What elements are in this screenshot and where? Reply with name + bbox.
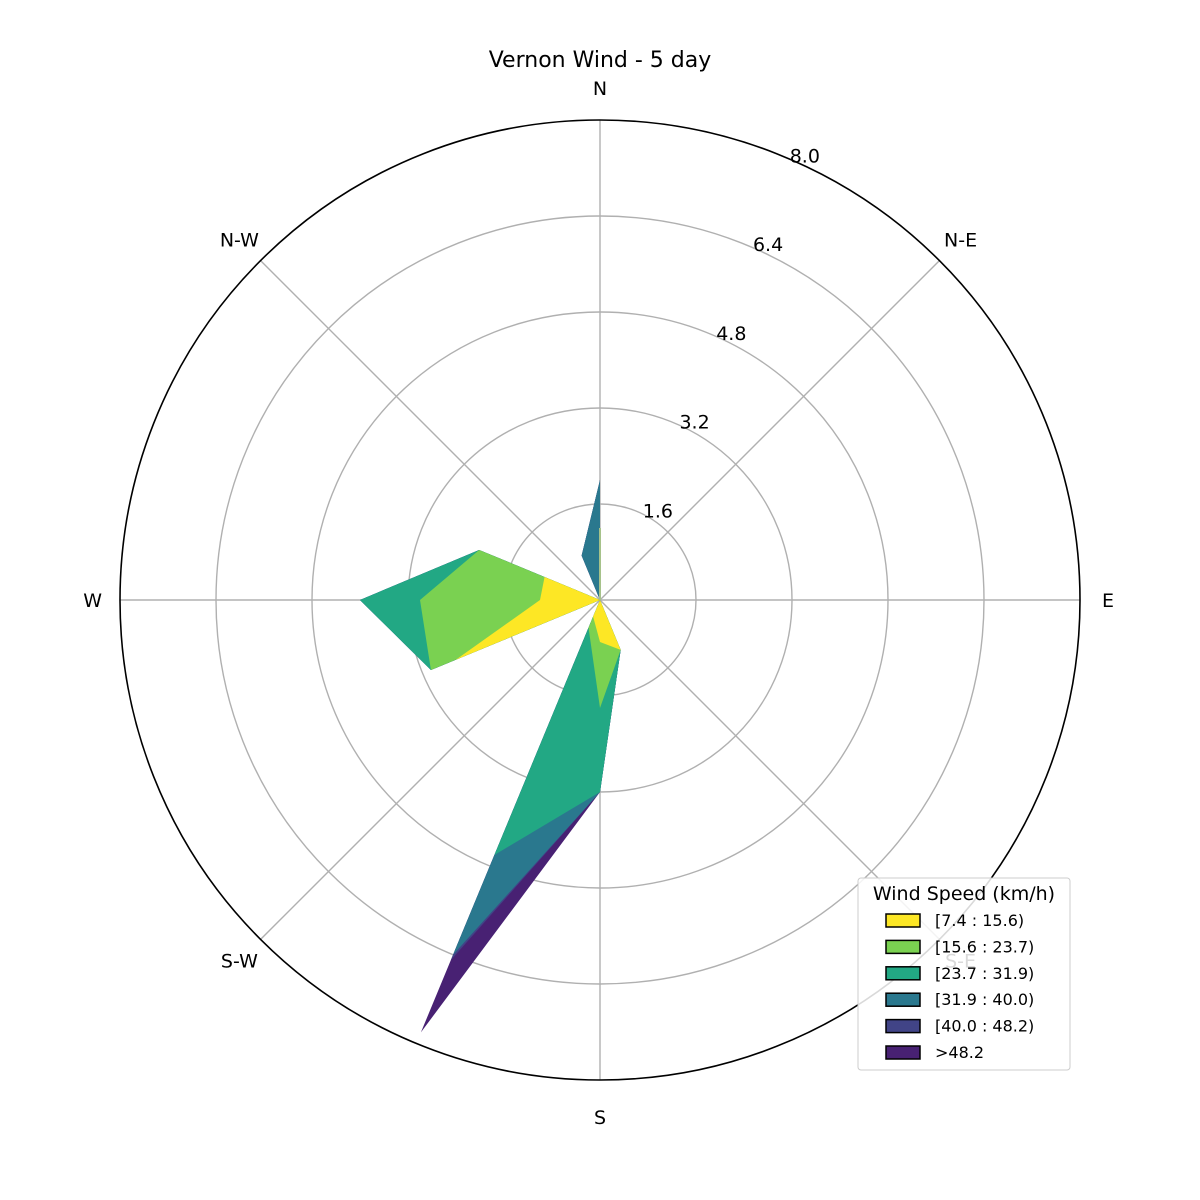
grid-spoke xyxy=(599,260,940,601)
direction-label-n: N xyxy=(593,78,607,100)
radial-tick-label: 4.8 xyxy=(716,323,746,345)
direction-label-e: E xyxy=(1102,590,1114,612)
direction-label-s-w: S-W xyxy=(221,951,258,973)
radial-tick-label: 1.6 xyxy=(643,500,673,522)
legend-title: Wind Speed (km/h) xyxy=(873,883,1055,905)
chart-title: Vernon Wind - 5 day xyxy=(489,48,712,73)
radial-tick-label: 8.0 xyxy=(790,146,820,168)
legend-swatch xyxy=(885,913,921,928)
outer-ring xyxy=(119,119,1081,1081)
direction-label-n-e: N-E xyxy=(944,229,977,251)
legend-label: [40.0 : 48.2) xyxy=(935,1017,1034,1036)
legend-label: [31.9 : 40.0) xyxy=(935,990,1034,1009)
legend-items: [7.4 : 15.6) [15.6 : 23.7) [23.7 : 31.9) [3… xyxy=(885,911,1034,1062)
legend: Wind Speed (km/h) [7.4 : 15.6) [15.6 : 23… xyxy=(857,877,1071,1071)
legend-swatch xyxy=(885,1045,921,1060)
legend-swatch xyxy=(885,992,921,1007)
legend-label: [15.6 : 23.7) xyxy=(935,937,1034,956)
petal-band-3 xyxy=(360,480,672,955)
legend-swatch xyxy=(885,1018,921,1034)
grid-spoke xyxy=(260,599,601,940)
direction-label-n-w: N-W xyxy=(220,229,259,251)
radial-tick-label: 6.4 xyxy=(753,234,783,256)
petal-band-5 xyxy=(360,480,672,1033)
legend-label: [23.7 : 31.9) xyxy=(935,964,1034,983)
wind-petals xyxy=(360,480,672,1033)
legend-label: [7.4 : 15.6) xyxy=(935,911,1024,930)
grid-spoke xyxy=(260,260,601,601)
legend-swatch xyxy=(885,966,921,981)
radial-tick-label: 3.2 xyxy=(679,412,709,434)
legend-swatch xyxy=(885,939,921,955)
legend-label: >48.2 xyxy=(935,1043,984,1062)
direction-label-w: W xyxy=(83,590,102,612)
radial-tick-labels: 1.6 3.2 4.8 6.4 8.0 xyxy=(643,146,820,523)
direction-label-s: S xyxy=(594,1107,606,1129)
petal-band-2 xyxy=(360,480,672,855)
petal-band-0 xyxy=(455,564,621,660)
